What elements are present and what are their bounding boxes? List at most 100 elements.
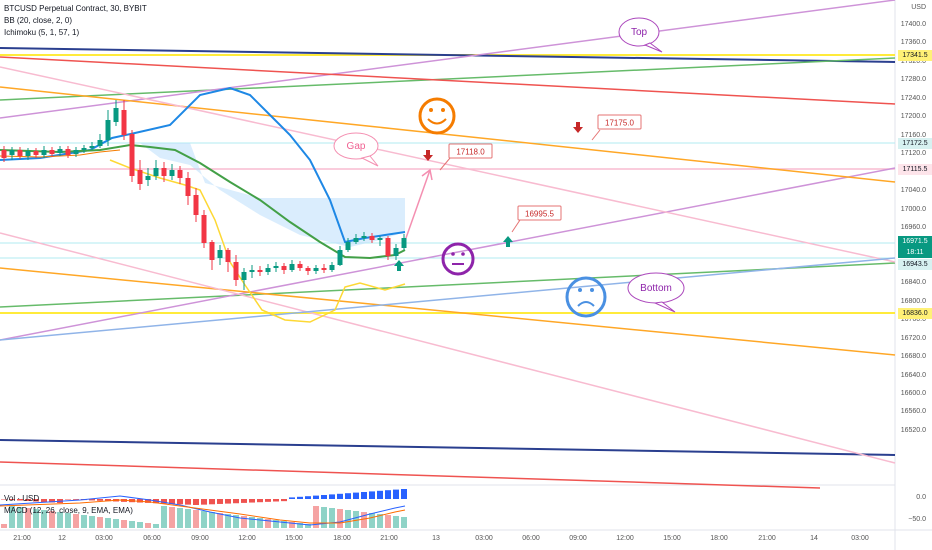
- price-axis-tick: 16560.0: [900, 408, 926, 416]
- candle-body: [73, 150, 79, 154]
- histogram-bar: [41, 499, 47, 502]
- currency-label: USD: [911, 4, 926, 11]
- candle-body: [121, 110, 127, 135]
- histogram-bar: [169, 499, 175, 504]
- macd-tick-neg50: −50.0: [908, 516, 926, 523]
- candle-body: [401, 238, 407, 248]
- histogram-bar: [345, 493, 351, 499]
- candle-body: [241, 272, 247, 280]
- histogram-bar: [161, 499, 167, 504]
- macd-lines: [0, 495, 406, 526]
- candle-body: [369, 236, 375, 240]
- histogram-bar: [145, 499, 151, 503]
- price-axis-tick: 17280.0: [900, 76, 926, 84]
- price-axis-tick: 16680.0: [900, 353, 926, 361]
- candle-body: [305, 268, 311, 271]
- histogram-bar: [401, 489, 407, 499]
- price-tag-16836: 16836.0: [898, 308, 932, 319]
- symbol-title[interactable]: BTCUSD Perpetual Contract, 30, BYBIT: [4, 4, 147, 13]
- histogram-bar: [17, 499, 23, 501]
- trend-lines[interactable]: [0, 0, 896, 489]
- volume-bar: [329, 508, 335, 528]
- indicator-lines: [0, 86, 406, 323]
- time-axis-tick: 03:00: [95, 535, 113, 542]
- volume-bar: [281, 521, 287, 528]
- candle-body: [337, 250, 343, 265]
- candle-body: [321, 268, 327, 270]
- volume-bar: [321, 507, 327, 528]
- candle-body: [377, 238, 383, 240]
- price-axis-tick: 16640.0: [900, 371, 926, 379]
- histogram-bar: [233, 499, 239, 504]
- time-axis-tick: 18:00: [333, 535, 351, 542]
- top-bubble[interactable]: Top: [618, 17, 663, 53]
- candle-body: [185, 178, 191, 196]
- candle-body: [257, 270, 263, 272]
- neutral-face-icon[interactable]: [441, 242, 475, 276]
- volume-bar: [65, 513, 71, 528]
- candle-body: [169, 170, 175, 176]
- candle-body: [329, 265, 335, 270]
- time-axis-tick: 12:00: [238, 535, 256, 542]
- volume-bar: [9, 506, 15, 528]
- time-axis-tick: 13: [432, 535, 440, 542]
- volume-bar: [289, 522, 295, 528]
- candle-body: [209, 242, 215, 260]
- volume-bar: [1, 524, 7, 528]
- ichimoku-indicator-label[interactable]: Ichimoku (5, 1, 57, 1): [4, 28, 80, 37]
- callout-16995[interactable]: 16995.5: [511, 205, 562, 233]
- price-tag-17172: 17172.5: [898, 138, 932, 149]
- volume-bar: [353, 511, 359, 528]
- bb-indicator-label[interactable]: BB (20, close, 2, 0): [4, 16, 73, 25]
- histogram-bar: [73, 499, 79, 500]
- candle-body: [217, 250, 223, 258]
- candle-body: [345, 242, 351, 250]
- volume-bar: [345, 510, 351, 528]
- volume-bar: [25, 508, 31, 528]
- candle-body: [177, 170, 183, 178]
- gap-bubble[interactable]: Gap: [333, 132, 379, 167]
- candle-body: [57, 149, 63, 153]
- volume-label[interactable]: Vol · USD: [4, 494, 40, 503]
- price-axis-tick: 16600.0: [900, 390, 926, 397]
- volume-bar: [193, 510, 199, 528]
- time-axis-tick: 09:00: [569, 535, 587, 542]
- candle-body: [393, 248, 399, 256]
- histogram-bar: [249, 499, 255, 503]
- candle-body: [233, 262, 239, 280]
- histogram-bar: [377, 490, 383, 499]
- histogram-bar: [297, 496, 303, 499]
- histogram-bar: [313, 495, 319, 499]
- happy-face-icon[interactable]: [418, 97, 456, 135]
- callout-17118[interactable]: 17118.0: [439, 143, 493, 171]
- time-axis-tick: 03:00: [851, 535, 869, 542]
- callout-17175[interactable]: 17175.0: [591, 114, 642, 141]
- candles[interactable]: [1, 100, 407, 290]
- volume-bar: [297, 523, 303, 528]
- candle-body: [129, 134, 135, 176]
- macd-label[interactable]: MACD (12, 26, close, 9, EMA, EMA): [4, 506, 133, 515]
- histogram-bar: [353, 492, 359, 499]
- sad-face-icon[interactable]: [565, 276, 607, 318]
- time-axis-tick: 14: [810, 535, 818, 542]
- price-axis-tick: 16720.0: [900, 334, 926, 342]
- histogram-bar: [281, 499, 287, 502]
- volume-bar: [97, 517, 103, 528]
- histogram-bar: [209, 499, 215, 505]
- volume-bar: [113, 519, 119, 528]
- histogram-bar: [193, 499, 199, 505]
- time-axis-tick: 06:00: [143, 535, 161, 542]
- price-axis-tick: 17120.0: [900, 150, 926, 158]
- candle-body: [97, 140, 103, 146]
- histogram-bar: [337, 493, 343, 499]
- candle-body: [65, 149, 71, 155]
- price-tag-17115: 17115.5: [898, 164, 932, 175]
- candle-body: [201, 215, 207, 243]
- bottom-bubble[interactable]: Bottom: [627, 272, 685, 313]
- countdown-timer: 18:11: [906, 249, 924, 256]
- time-axis-tick: 12: [58, 535, 66, 542]
- histogram-bar: [185, 499, 191, 505]
- projection-arrow[interactable]: [405, 168, 433, 239]
- volume-bar: [161, 506, 167, 528]
